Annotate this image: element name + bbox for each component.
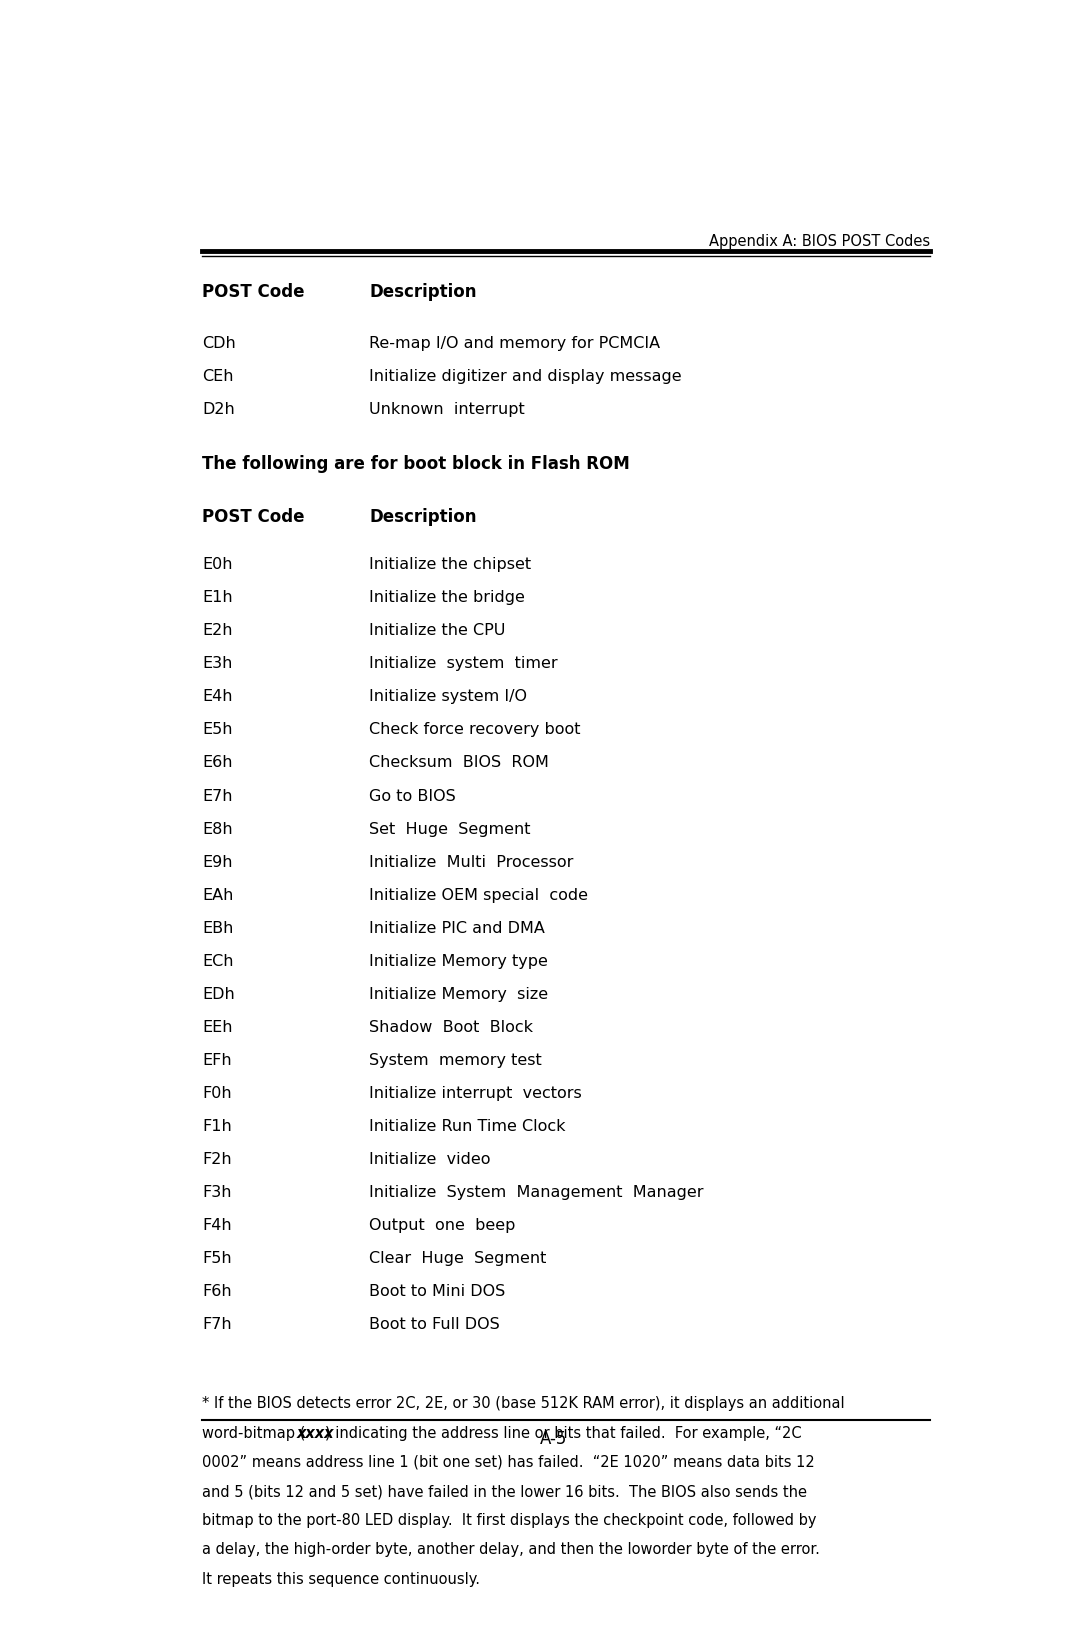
Text: Initialize digitizer and display message: Initialize digitizer and display message xyxy=(369,370,681,384)
Text: EDh: EDh xyxy=(202,987,234,1002)
Text: E0h: E0h xyxy=(202,558,232,573)
Text: Description: Description xyxy=(369,508,477,526)
Text: 0002” means address line 1 (bit one set) has failed.  “2E 1020” means data bits : 0002” means address line 1 (bit one set)… xyxy=(202,1455,814,1470)
Text: Description: Description xyxy=(369,284,477,300)
Text: F3h: F3h xyxy=(202,1185,231,1200)
Text: Initialize the bridge: Initialize the bridge xyxy=(369,591,525,606)
Text: F2h: F2h xyxy=(202,1152,231,1167)
Text: POST Code: POST Code xyxy=(202,284,305,300)
Text: Initialize interrupt  vectors: Initialize interrupt vectors xyxy=(369,1086,582,1101)
Text: D2h: D2h xyxy=(202,403,234,417)
Text: Re-map I/O and memory for PCMCIA: Re-map I/O and memory for PCMCIA xyxy=(369,337,661,351)
Text: Initialize PIC and DMA: Initialize PIC and DMA xyxy=(369,921,545,936)
Text: Boot to Mini DOS: Boot to Mini DOS xyxy=(369,1284,505,1299)
Text: E2h: E2h xyxy=(202,624,232,639)
Text: Boot to Full DOS: Boot to Full DOS xyxy=(369,1317,500,1332)
Text: bitmap to the port-80 LED display.  It first displays the checkpoint code, follo: bitmap to the port-80 LED display. It fi… xyxy=(202,1513,816,1528)
Text: POST Code: POST Code xyxy=(202,508,305,526)
Text: and 5 (bits 12 and 5 set) have failed in the lower 16 bits.  The BIOS also sends: and 5 (bits 12 and 5 set) have failed in… xyxy=(202,1483,807,1498)
Text: E9h: E9h xyxy=(202,855,232,870)
Text: Go to BIOS: Go to BIOS xyxy=(369,789,456,804)
Text: Shadow  Boot  Block: Shadow Boot Block xyxy=(369,1020,534,1035)
Text: Output  one  beep: Output one beep xyxy=(369,1218,516,1233)
Text: E5h: E5h xyxy=(202,723,232,738)
Text: xxxx: xxxx xyxy=(297,1426,334,1440)
Text: Appendix A: BIOS POST Codes: Appendix A: BIOS POST Codes xyxy=(710,234,930,249)
Text: EBh: EBh xyxy=(202,921,233,936)
Text: F6h: F6h xyxy=(202,1284,231,1299)
Text: It repeats this sequence continuously.: It repeats this sequence continuously. xyxy=(202,1572,480,1587)
Text: E4h: E4h xyxy=(202,690,232,705)
Text: E1h: E1h xyxy=(202,591,232,606)
Text: Set  Huge  Segment: Set Huge Segment xyxy=(369,822,531,837)
Text: Initialize the CPU: Initialize the CPU xyxy=(369,624,505,639)
Text: CEh: CEh xyxy=(202,370,233,384)
Text: Initialize Run Time Clock: Initialize Run Time Clock xyxy=(369,1119,566,1134)
Text: Clear  Huge  Segment: Clear Huge Segment xyxy=(369,1251,546,1266)
Text: E6h: E6h xyxy=(202,756,232,771)
Text: Initialize Memory  size: Initialize Memory size xyxy=(369,987,549,1002)
Text: ) indicating the address line or bits that failed.  For example, “2C: ) indicating the address line or bits th… xyxy=(325,1426,801,1440)
Text: Initialize  Multi  Processor: Initialize Multi Processor xyxy=(369,855,573,870)
Text: a delay, the high-order byte, another delay, and then the loworder byte of the e: a delay, the high-order byte, another de… xyxy=(202,1543,820,1558)
Text: Initialize  video: Initialize video xyxy=(369,1152,490,1167)
Text: A-5: A-5 xyxy=(540,1431,567,1449)
Text: ECh: ECh xyxy=(202,954,233,969)
Text: Initialize OEM special  code: Initialize OEM special code xyxy=(369,888,589,903)
Text: F1h: F1h xyxy=(202,1119,232,1134)
Text: F4h: F4h xyxy=(202,1218,231,1233)
Text: F0h: F0h xyxy=(202,1086,231,1101)
Text: E8h: E8h xyxy=(202,822,232,837)
Text: Initialize system I/O: Initialize system I/O xyxy=(369,690,527,705)
Text: Initialize the chipset: Initialize the chipset xyxy=(369,558,531,573)
Text: EAh: EAh xyxy=(202,888,233,903)
Text: F5h: F5h xyxy=(202,1251,231,1266)
Text: word-bitmap (: word-bitmap ( xyxy=(202,1426,306,1440)
Text: * If the BIOS detects error 2C, 2E, or 30 (base 512K RAM error), it displays an : * If the BIOS detects error 2C, 2E, or 3… xyxy=(202,1396,845,1411)
Text: Checksum  BIOS  ROM: Checksum BIOS ROM xyxy=(369,756,550,771)
Text: Initialize  system  timer: Initialize system timer xyxy=(369,657,558,672)
Text: CDh: CDh xyxy=(202,337,235,351)
Text: F7h: F7h xyxy=(202,1317,231,1332)
Text: Unknown  interrupt: Unknown interrupt xyxy=(369,403,525,417)
Text: E3h: E3h xyxy=(202,657,232,672)
Text: Check force recovery boot: Check force recovery boot xyxy=(369,723,581,738)
Text: Initialize  System  Management  Manager: Initialize System Management Manager xyxy=(369,1185,704,1200)
Text: The following are for boot block in Flash ROM: The following are for boot block in Flas… xyxy=(202,455,630,474)
Text: EFh: EFh xyxy=(202,1053,231,1068)
Text: E7h: E7h xyxy=(202,789,232,804)
Text: EEh: EEh xyxy=(202,1020,232,1035)
Text: Initialize Memory type: Initialize Memory type xyxy=(369,954,549,969)
Text: System  memory test: System memory test xyxy=(369,1053,542,1068)
